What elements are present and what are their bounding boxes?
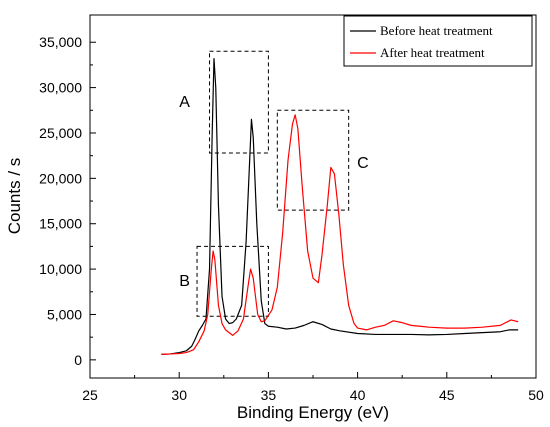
annotation-box-b bbox=[196, 245, 269, 317]
legend-box bbox=[343, 15, 533, 67]
annotation-box-c bbox=[276, 109, 350, 211]
annotation-layer: A B C bbox=[179, 50, 369, 317]
annotation-label-a: A bbox=[179, 94, 190, 111]
x-axis-title: Binding Energy (eV) bbox=[237, 403, 389, 422]
x-tick-label: 40 bbox=[350, 387, 366, 403]
y-tick-label: 25,000 bbox=[39, 125, 82, 141]
legend-label-before: Before heat treatment bbox=[380, 23, 493, 38]
legend-label-after: After heat treatment bbox=[380, 45, 485, 60]
plot-frame bbox=[89, 14, 537, 379]
y-tick-label: 0 bbox=[74, 352, 82, 368]
x-tick-label: 50 bbox=[528, 387, 544, 403]
x-tick-label: 35 bbox=[261, 387, 277, 403]
series-line-after bbox=[161, 114, 519, 355]
annotation-label-c: C bbox=[357, 155, 369, 172]
legend: Before heat treatment After heat treatme… bbox=[343, 15, 533, 67]
annotation-label-b: B bbox=[179, 273, 190, 290]
series-line-before bbox=[161, 57, 519, 355]
x-tick-label: 30 bbox=[171, 387, 187, 403]
y-tick-label: 20,000 bbox=[39, 170, 82, 186]
x-tick-label: 25 bbox=[82, 387, 98, 403]
y-axis: 0 5,000 10,000 15,000 20,000 25,000 30,000 35,0… bbox=[39, 34, 96, 368]
y-tick-label: 10,000 bbox=[39, 261, 82, 277]
x-tick-label: 45 bbox=[439, 387, 455, 403]
annotation-box-a bbox=[209, 50, 269, 154]
x-axis: 25 30 35 40 45 50 bbox=[82, 372, 544, 403]
y-tick-label: 5,000 bbox=[47, 306, 82, 322]
series-layer bbox=[161, 57, 519, 355]
y-axis-title: Counts / s bbox=[5, 158, 24, 235]
y-tick-label: 35,000 bbox=[39, 34, 82, 50]
y-tick-label: 30,000 bbox=[39, 80, 82, 96]
y-tick-label: 15,000 bbox=[39, 216, 82, 232]
